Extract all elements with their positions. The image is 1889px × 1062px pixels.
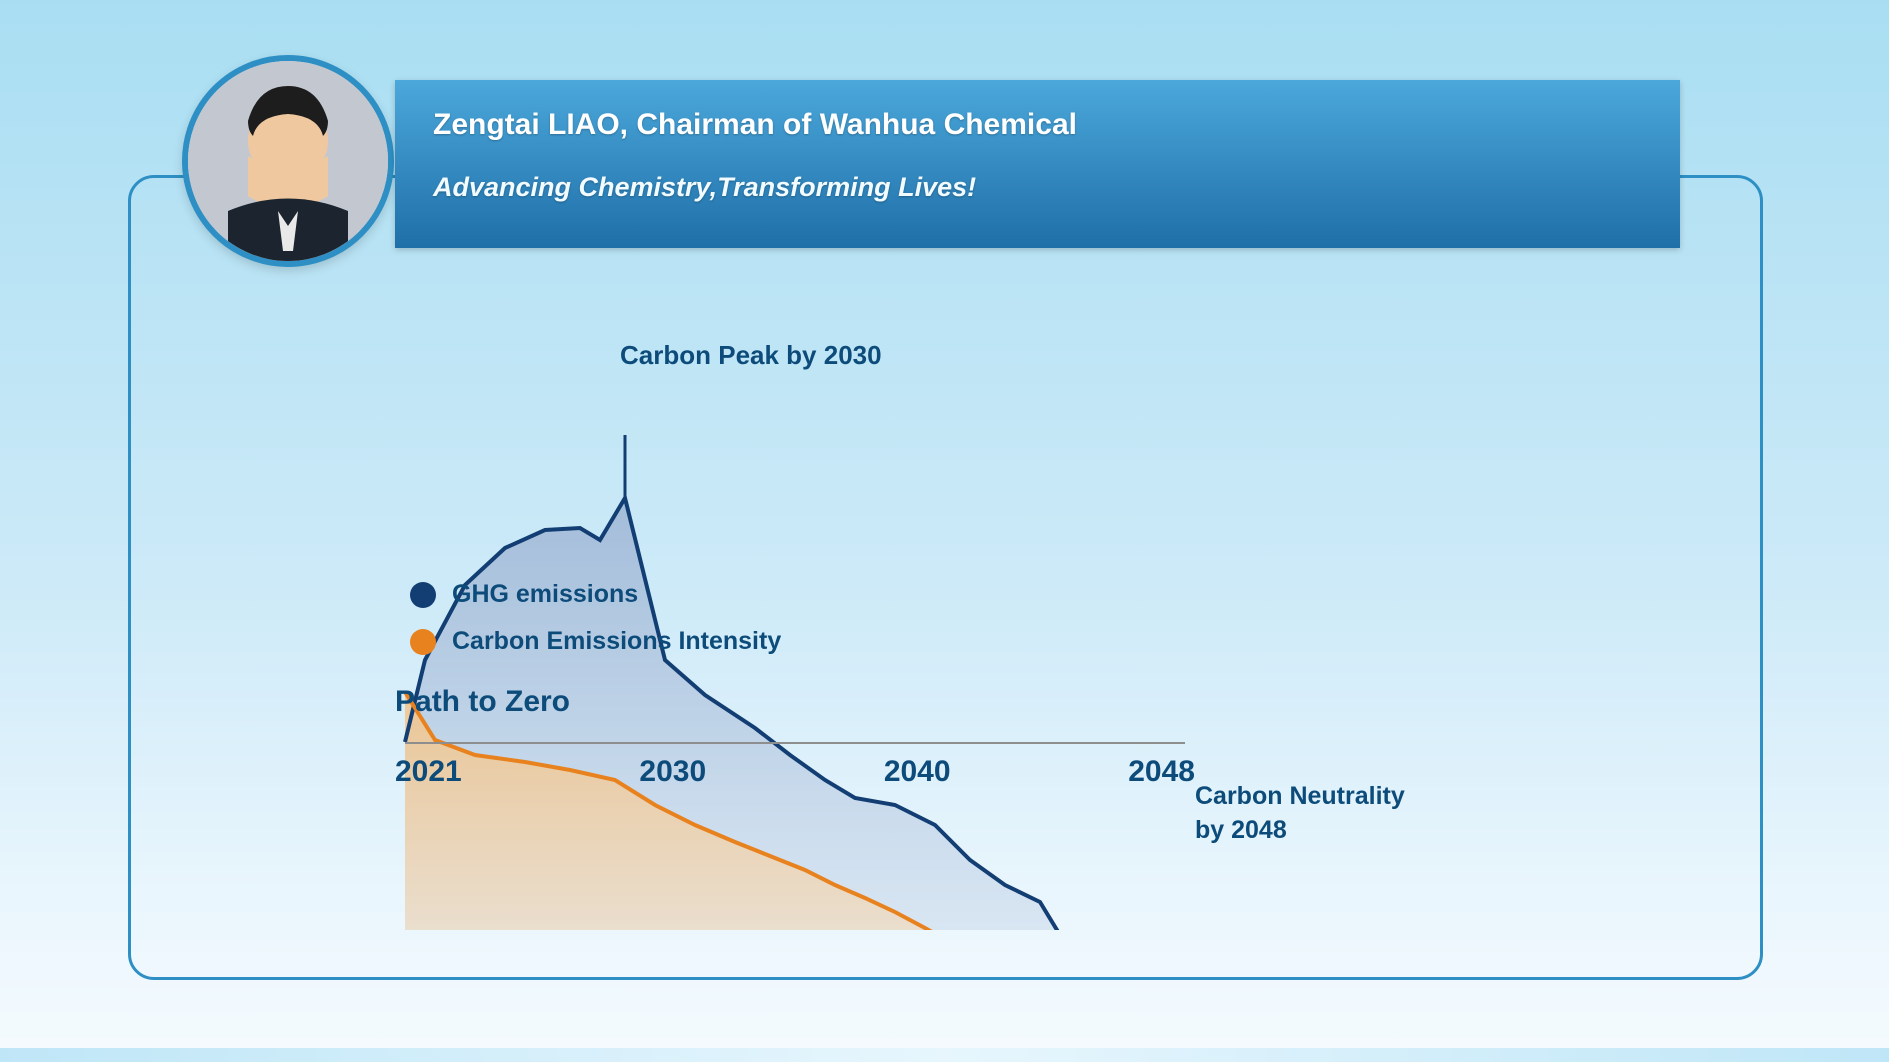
avatar bbox=[182, 55, 394, 267]
x-axis-label-2048: 2048 bbox=[1128, 755, 1195, 789]
x-axis-label-2040: 2040 bbox=[884, 755, 951, 789]
legend-item-ghg: GHG emissions bbox=[410, 580, 781, 609]
speaker-tagline: Advancing Chemistry,Transforming Lives! bbox=[433, 172, 976, 203]
x-axis-line bbox=[405, 742, 1185, 744]
x-axis-labels: 2021 2030 2040 2048 bbox=[395, 755, 1195, 789]
x-axis-label-2030: 2030 bbox=[639, 755, 706, 789]
ghg-legend-label: GHG emissions bbox=[452, 580, 638, 609]
path-to-zero-label: Path to Zero bbox=[395, 685, 570, 719]
legend-item-intensity: Carbon Emissions Intensity bbox=[410, 627, 781, 656]
speaker-title: Zengtai LIAO, Chairman of Wanhua Chemica… bbox=[433, 108, 1077, 142]
intensity-legend-dot bbox=[410, 629, 436, 655]
ghg-legend-dot bbox=[410, 582, 436, 608]
avatar-photo bbox=[188, 61, 388, 261]
x-axis-label-2021: 2021 bbox=[395, 755, 462, 789]
header-banner: Zengtai LIAO, Chairman of Wanhua Chemica… bbox=[395, 80, 1680, 248]
emissions-chart: Carbon Peak by 2030 Carbon Neutrality by… bbox=[395, 330, 1395, 930]
chart-legend: GHG emissions Carbon Emissions Intensity bbox=[410, 580, 781, 674]
neutrality-annotation: Carbon Neutrality by 2048 bbox=[1195, 780, 1405, 848]
peak-annotation: Carbon Peak by 2030 bbox=[620, 340, 882, 371]
intensity-legend-label: Carbon Emissions Intensity bbox=[452, 627, 781, 656]
bottom-strip bbox=[0, 1048, 1889, 1062]
